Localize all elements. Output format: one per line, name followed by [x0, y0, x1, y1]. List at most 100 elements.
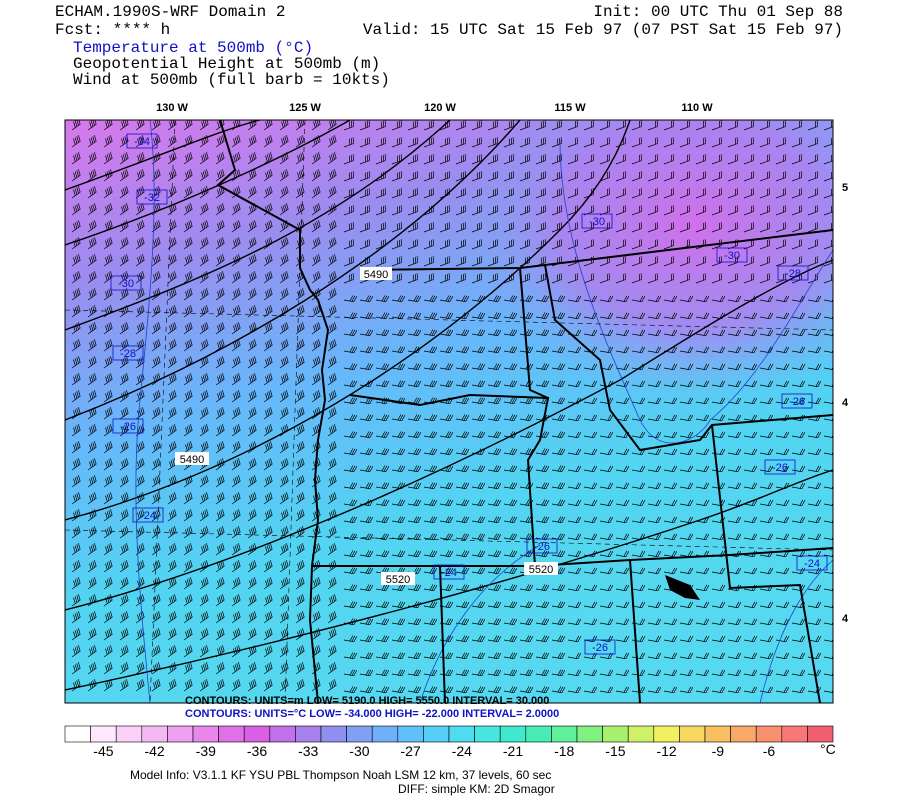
barb-flag — [154, 188, 158, 195]
wind-barb — [215, 220, 225, 233]
barb-flag — [816, 188, 818, 195]
wind-barb — [743, 137, 754, 148]
barb-flag — [298, 188, 302, 195]
barb-flag — [238, 135, 241, 142]
wind-barb — [679, 137, 690, 148]
barb-flag — [252, 221, 255, 228]
barb-flag — [318, 135, 321, 142]
wind-barb — [71, 169, 81, 182]
barb-flag — [464, 222, 466, 229]
barb-flag — [830, 188, 832, 196]
wind-barb — [87, 186, 97, 199]
longitude-label: 115 W — [554, 102, 586, 114]
barb-flag — [622, 205, 624, 213]
barb-flag — [542, 205, 544, 213]
wind-barb — [167, 120, 177, 131]
barb-flag — [445, 155, 446, 162]
barb-flag — [526, 188, 528, 196]
barb-flag — [398, 120, 400, 128]
barb-flag — [142, 120, 145, 125]
barb-flag — [640, 120, 642, 127]
barb-flag — [298, 171, 302, 178]
barb-flag — [688, 137, 690, 144]
wind-barb — [599, 137, 610, 148]
barb-flag — [558, 120, 560, 128]
barb-flag — [188, 170, 191, 177]
wind-barb — [455, 137, 466, 148]
wind-barb — [407, 171, 418, 182]
barb-flag — [704, 205, 706, 212]
barb-flag — [496, 205, 498, 212]
barb-flag — [800, 154, 802, 161]
barb-flag — [234, 188, 238, 195]
wind-barb — [119, 169, 129, 182]
wind-barb — [119, 186, 129, 199]
barb-flag — [784, 171, 786, 178]
barb-flag — [416, 188, 418, 195]
wind-barb — [567, 154, 578, 165]
wind-barb — [391, 222, 402, 233]
barb-flag — [186, 222, 190, 229]
barb-flag — [445, 172, 446, 179]
barb-flag — [477, 172, 478, 179]
barb-flag — [816, 205, 818, 212]
barb-flag — [590, 137, 592, 145]
barb-flag — [672, 137, 674, 144]
barb-flag — [510, 188, 512, 196]
barb-flag — [302, 169, 305, 176]
wind-barb — [359, 154, 370, 165]
barb-flag — [704, 188, 706, 195]
barb-flag — [398, 222, 400, 230]
barb-flag — [252, 153, 255, 160]
barb-flag — [382, 137, 384, 145]
wind-barb — [311, 169, 321, 182]
barb-flag — [250, 137, 254, 144]
barb-flag — [478, 171, 480, 179]
wind-barb — [823, 137, 833, 148]
barb-flag — [640, 171, 642, 178]
barb-flag — [381, 206, 382, 213]
barb-flag — [281, 189, 284, 196]
barb-flag — [74, 154, 78, 161]
wind-barb — [71, 220, 81, 233]
barb-flag — [300, 136, 303, 143]
barb-flag — [137, 223, 140, 230]
barb-flag — [414, 171, 416, 179]
field-temperature: Temperature at 500mb (°C) — [73, 39, 313, 57]
barb-flag — [158, 135, 161, 142]
wind-barb — [711, 171, 722, 182]
barb-flag — [174, 152, 177, 159]
barb-flag — [137, 138, 140, 145]
barb-flag — [222, 203, 225, 210]
wind-barb — [695, 171, 706, 182]
barb-flag — [238, 152, 241, 159]
barb-flag — [672, 154, 674, 161]
barb-flag — [400, 205, 402, 212]
barb-flag — [574, 137, 576, 145]
barb-flag — [622, 154, 624, 162]
barb-flag — [526, 205, 528, 213]
barb-flag — [220, 204, 223, 211]
barb-flag — [108, 221, 111, 228]
wind-barb — [151, 135, 161, 148]
barb-flag — [398, 205, 400, 213]
wind-barb — [343, 188, 354, 199]
wind-barb — [215, 135, 225, 148]
barb-flag — [334, 152, 337, 159]
wind-barb — [135, 135, 145, 148]
wind-barb — [679, 188, 690, 199]
barb-flag — [736, 137, 738, 144]
wind-barb — [599, 205, 610, 216]
barb-flag — [496, 120, 498, 127]
barb-flag — [464, 188, 466, 195]
barb-flag — [106, 120, 110, 127]
barb-flag — [654, 137, 656, 145]
barb-flag — [204, 221, 207, 228]
wind-barb — [471, 171, 482, 182]
wind-barb — [359, 120, 370, 131]
barb-flag — [608, 205, 610, 212]
barb-flag — [814, 171, 816, 179]
barb-flag — [105, 223, 108, 230]
wind-barb — [71, 152, 81, 165]
